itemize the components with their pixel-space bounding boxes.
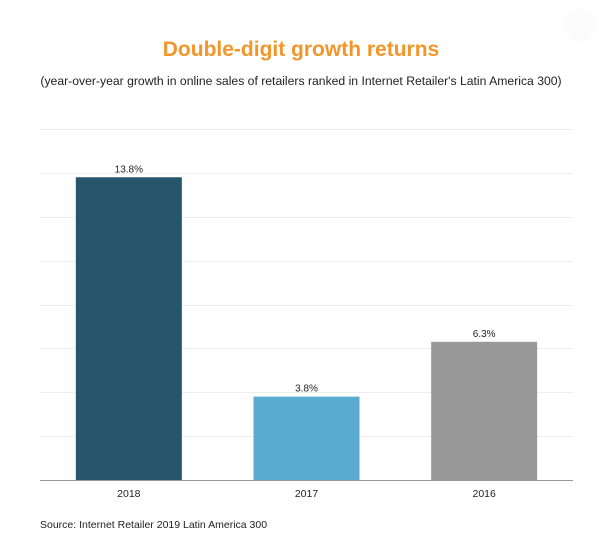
data-label-2018: 13.8% [115, 164, 143, 175]
chart-title: Double-digit growth returns [162, 38, 440, 61]
source-note: Source: Internet Retailer 2019 Latin Ame… [40, 519, 268, 531]
bar-2018 [75, 177, 182, 480]
data-label-2017: 3.8% [295, 384, 318, 395]
x-tick-label-2017: 2017 [295, 488, 319, 500]
bar-2017 [253, 396, 360, 480]
bar-2016 [431, 341, 538, 480]
corner-decoration [563, 8, 597, 42]
x-tick-label-2016: 2016 [472, 488, 496, 500]
data-label-2016: 6.3% [473, 329, 496, 340]
chart-subtitle: (year-over-year growth in online sales o… [40, 74, 562, 88]
x-tick-label-2018: 2018 [117, 488, 141, 500]
